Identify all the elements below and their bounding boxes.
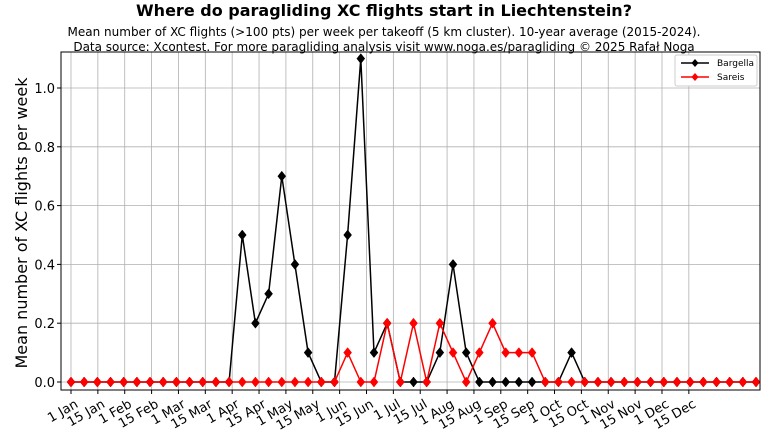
data-point-sareis bbox=[738, 376, 748, 388]
data-point-sareis bbox=[66, 376, 76, 388]
y-tick-label: 0.2 bbox=[34, 317, 55, 332]
legend-marker-bargella bbox=[691, 59, 699, 67]
legend-label-sareis: Sareis bbox=[717, 73, 745, 83]
data-point-bargella bbox=[369, 347, 379, 359]
data-point-sareis bbox=[382, 317, 392, 329]
data-point-sareis bbox=[646, 376, 655, 388]
data-point-sareis bbox=[290, 376, 300, 388]
data-point-sareis bbox=[356, 376, 366, 388]
data-point-sareis bbox=[633, 376, 642, 388]
series-line-sareis bbox=[71, 320, 756, 384]
data-point-sareis bbox=[251, 376, 260, 388]
data-point-sareis bbox=[172, 376, 181, 388]
data-point-sareis bbox=[593, 376, 603, 388]
data-point-sareis bbox=[751, 376, 761, 388]
data-point-sareis bbox=[343, 347, 352, 359]
data-point-sareis bbox=[211, 376, 221, 388]
data-point-bargella bbox=[409, 376, 418, 388]
data-point-sareis bbox=[606, 376, 616, 388]
data-point-sareis bbox=[119, 376, 129, 388]
data-point-sareis bbox=[316, 376, 326, 388]
series-line-bargella bbox=[71, 58, 756, 383]
data-point-bargella bbox=[488, 376, 497, 388]
data-point-sareis bbox=[409, 317, 418, 329]
data-point-bargella bbox=[461, 347, 471, 359]
data-point-sareis bbox=[264, 376, 273, 388]
y-axis-ticks: 0.0 0.2 0.4 0.6 0.8 1.0 bbox=[34, 82, 61, 391]
y-tick-label: 0.6 bbox=[34, 200, 55, 215]
data-point-sareis bbox=[448, 347, 458, 359]
data-point-bargella bbox=[514, 376, 524, 388]
data-point-bargella bbox=[264, 288, 273, 300]
plot-frame bbox=[60, 51, 761, 391]
data-point-sareis bbox=[475, 347, 484, 359]
data-point-sareis bbox=[145, 376, 155, 388]
chart-subtitle-line-1: Mean number of XC flights (>100 pts) per… bbox=[67, 25, 701, 39]
legend-marker-sareis bbox=[691, 73, 699, 81]
data-point-sareis bbox=[435, 317, 445, 329]
data-point-bargella bbox=[448, 258, 458, 270]
data-point-sareis bbox=[185, 376, 194, 388]
data-point-sareis bbox=[501, 347, 511, 359]
data-point-bargella bbox=[527, 376, 537, 388]
y-tick-label: 0.8 bbox=[34, 141, 55, 156]
data-point-bargella bbox=[356, 53, 366, 65]
data-point-sareis bbox=[567, 376, 576, 388]
data-point-sareis bbox=[659, 376, 669, 388]
data-point-sareis bbox=[488, 317, 497, 329]
data-point-bargella bbox=[290, 258, 300, 270]
data-point-bargella bbox=[277, 170, 287, 182]
data-point-sareis bbox=[698, 376, 708, 388]
data-point-sareis bbox=[725, 376, 734, 388]
data-point-sareis bbox=[619, 376, 629, 388]
data-point-sareis bbox=[158, 376, 168, 388]
data-point-sareis bbox=[554, 376, 563, 388]
y-tick-label: 0.4 bbox=[34, 258, 55, 273]
chart-title: Where do paragliding XC flights start in… bbox=[136, 1, 632, 20]
data-point-bargella bbox=[343, 229, 352, 241]
data-point-sareis bbox=[396, 376, 405, 388]
data-point-bargella bbox=[251, 317, 260, 329]
data-point-sareis bbox=[712, 376, 721, 388]
data-point-sareis bbox=[685, 376, 695, 388]
data-point-sareis bbox=[580, 376, 590, 388]
data-point-sareis bbox=[93, 376, 102, 388]
legend: Bargella Sareis bbox=[674, 54, 758, 87]
data-point-sareis bbox=[527, 347, 537, 359]
data-point-bargella bbox=[237, 229, 247, 241]
data-point-sareis bbox=[422, 376, 431, 388]
data-point-bargella bbox=[303, 347, 313, 359]
data-point-bargella bbox=[475, 376, 484, 388]
data-point-sareis bbox=[369, 376, 379, 388]
data-point-sareis bbox=[198, 376, 208, 388]
chart-subtitle-line-2: Data source: Xcontest. For more paraglid… bbox=[73, 40, 695, 54]
data-point-sareis bbox=[461, 376, 471, 388]
data-point-sareis bbox=[132, 376, 142, 388]
data-point-bargella bbox=[501, 376, 511, 388]
data-point-sareis bbox=[277, 376, 287, 388]
y-tick-label: 1.0 bbox=[34, 82, 55, 97]
data-point-sareis bbox=[79, 376, 89, 388]
data-point-sareis bbox=[514, 347, 524, 359]
data-point-sareis bbox=[237, 376, 247, 388]
data-point-sareis bbox=[303, 376, 313, 388]
data-point-bargella bbox=[567, 347, 576, 359]
y-tick-label: 0.0 bbox=[34, 376, 55, 391]
data-point-sareis bbox=[672, 376, 682, 388]
data-point-sareis bbox=[106, 376, 115, 388]
series-markers bbox=[66, 53, 761, 388]
data-point-sareis bbox=[224, 376, 234, 388]
data-point-sareis bbox=[330, 376, 339, 388]
y-axis-label: Mean number of XC flights per week bbox=[12, 77, 31, 369]
legend-label-bargella: Bargella bbox=[717, 59, 754, 69]
series-lines bbox=[71, 58, 756, 384]
data-point-sareis bbox=[540, 376, 550, 388]
data-point-bargella bbox=[435, 347, 445, 359]
